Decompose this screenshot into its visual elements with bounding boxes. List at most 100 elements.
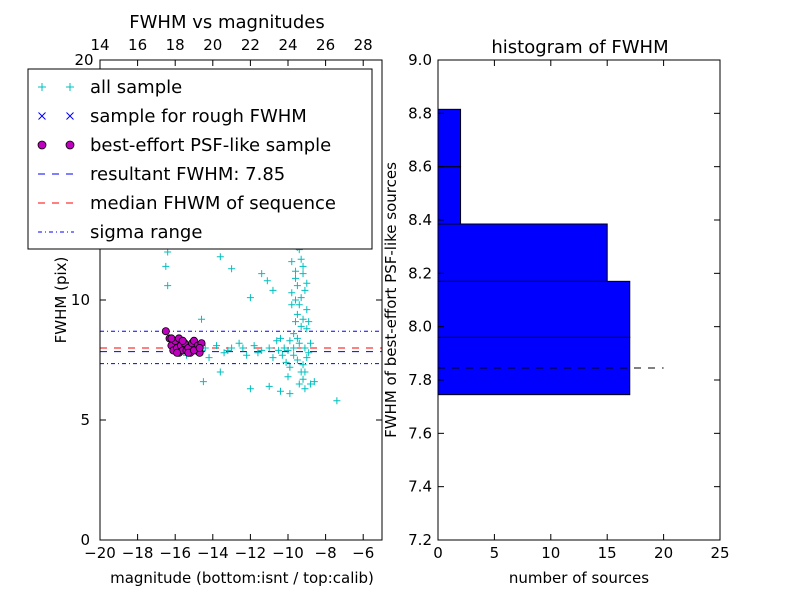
all-sample-point (333, 397, 341, 405)
all-sample-point (293, 310, 301, 318)
legend-entry: median FHWM of sequence (38, 193, 336, 214)
legend-box (27, 68, 373, 250)
all-sample-point (297, 255, 305, 263)
all-sample-point (295, 339, 303, 347)
all-sample-point (284, 346, 292, 354)
all-sample-point (293, 356, 301, 364)
legend-marker (65, 140, 75, 150)
legend-label: sample for rough FWHM (90, 106, 307, 127)
all-sample-point (269, 286, 277, 294)
histogram-frame (437, 59, 721, 541)
legend-marker (66, 112, 74, 120)
all-sample-point (293, 334, 301, 342)
all-sample-point (299, 361, 307, 369)
all-sample-point (228, 265, 236, 273)
histogram-title: histogram of FWHM (491, 37, 668, 58)
all-sample-point (307, 380, 315, 388)
all-sample-point (297, 294, 305, 302)
scatter-ticks: −20 −18 −16 −14 −12 −10 −8 −6 0 5 10 14 16 18 20 22 24 26… (71, 36, 382, 562)
ytick-label: 8.4 (408, 211, 432, 229)
all-sample-point (301, 368, 309, 376)
histogram-bar (437, 108, 462, 168)
xtick-label: −18 (122, 544, 154, 562)
top-tick-label: 28 (354, 36, 373, 54)
histogram-panel: 0 5 10 15 20 25 7.2 7.4 7.6 7.8 8.0 8.2 8.4 8.6 8.8 9.0… (382, 37, 730, 587)
all-sample-point (303, 325, 311, 333)
top-tick-label: 24 (278, 36, 297, 54)
all-sample-point (284, 373, 292, 381)
top-tick-label: 26 (316, 36, 335, 54)
xtick-label: 15 (598, 544, 617, 562)
legend-label: resultant FWHM: 7.85 (90, 164, 285, 185)
histogram-xlabel: number of sources (509, 569, 649, 587)
ytick-label: 7.4 (408, 478, 432, 496)
xtick-label: −6 (352, 544, 374, 562)
all-sample-point (305, 349, 313, 357)
all-sample-point (224, 346, 232, 354)
all-sample-point (276, 387, 284, 395)
legend-entry: sigma range (38, 222, 202, 243)
scatter-title: FWHM vs magnitudes (129, 12, 324, 33)
all-sample-point (288, 289, 296, 297)
all-sample-point (290, 351, 298, 359)
all-sample-point (265, 382, 273, 390)
all-sample-point (305, 318, 313, 326)
xtick-label: 25 (710, 544, 729, 562)
scatter-panel: −20 −18 −16 −14 −12 −10 −8 −6 0 5 10 14 16 18 20 22 24 26… (27, 12, 383, 587)
xtick-label: −8 (315, 544, 337, 562)
all-sample-point (297, 322, 305, 330)
all-sample-point (216, 253, 224, 261)
best-effort-point (167, 334, 176, 343)
all-sample-point (292, 267, 300, 275)
best-effort-point (173, 348, 182, 357)
legend-entry: all sample (38, 77, 182, 98)
ytick-label: 10 (71, 291, 90, 309)
all-sample-point (276, 334, 284, 342)
legend-entry: resultant FWHM: 7.85 (38, 164, 285, 185)
xtick-label: −10 (272, 544, 304, 562)
histogram-bar (437, 280, 631, 338)
xtick-label: −12 (235, 544, 267, 562)
all-sample-point (246, 294, 254, 302)
all-sample-point (228, 344, 236, 352)
best-effort-point (161, 327, 170, 336)
top-tick-label: 16 (128, 36, 147, 54)
all-sample-point (269, 354, 277, 362)
legend-entry: sample for rough FWHM (38, 106, 307, 127)
top-tick-label: 20 (203, 36, 222, 54)
all-sample-point (243, 351, 251, 359)
all-sample-point (295, 380, 303, 388)
all-sample-point (310, 378, 318, 386)
all-sample-point (198, 315, 206, 323)
ytick-label: 8.6 (408, 158, 432, 176)
scatter-xlabel: magnitude (bottom:isnt / top:calib) (110, 569, 374, 587)
legend-label: best-effort PSF-like sample (90, 135, 331, 156)
all-sample-point (258, 270, 266, 278)
all-sample-point (286, 363, 294, 371)
all-sample-point (265, 344, 273, 352)
histogram-bar (437, 336, 631, 396)
all-sample-point (286, 390, 294, 398)
all-sample-point (293, 282, 301, 290)
legend-label: median FHWM of sequence (90, 193, 336, 214)
all-sample-point (301, 385, 309, 393)
xtick-label: 10 (541, 544, 560, 562)
legend-label: sigma range (90, 222, 202, 243)
all-sample-point (299, 315, 307, 323)
all-sample-point (303, 306, 311, 314)
all-sample-point (303, 279, 311, 287)
ytick-label: 0 (80, 531, 90, 549)
all-sample-point (164, 282, 172, 290)
all-sample-point (288, 301, 296, 309)
legend-marker (37, 140, 47, 150)
all-sample-point (164, 248, 172, 256)
all-sample-point (282, 358, 290, 366)
top-tick-label: 14 (90, 36, 109, 54)
all-sample-point (273, 337, 281, 345)
legend-label: all sample (90, 77, 182, 98)
xtick-label: −16 (159, 544, 191, 562)
all-sample-point (292, 318, 300, 326)
legend-marker (66, 83, 74, 91)
all-sample-point (213, 342, 221, 350)
